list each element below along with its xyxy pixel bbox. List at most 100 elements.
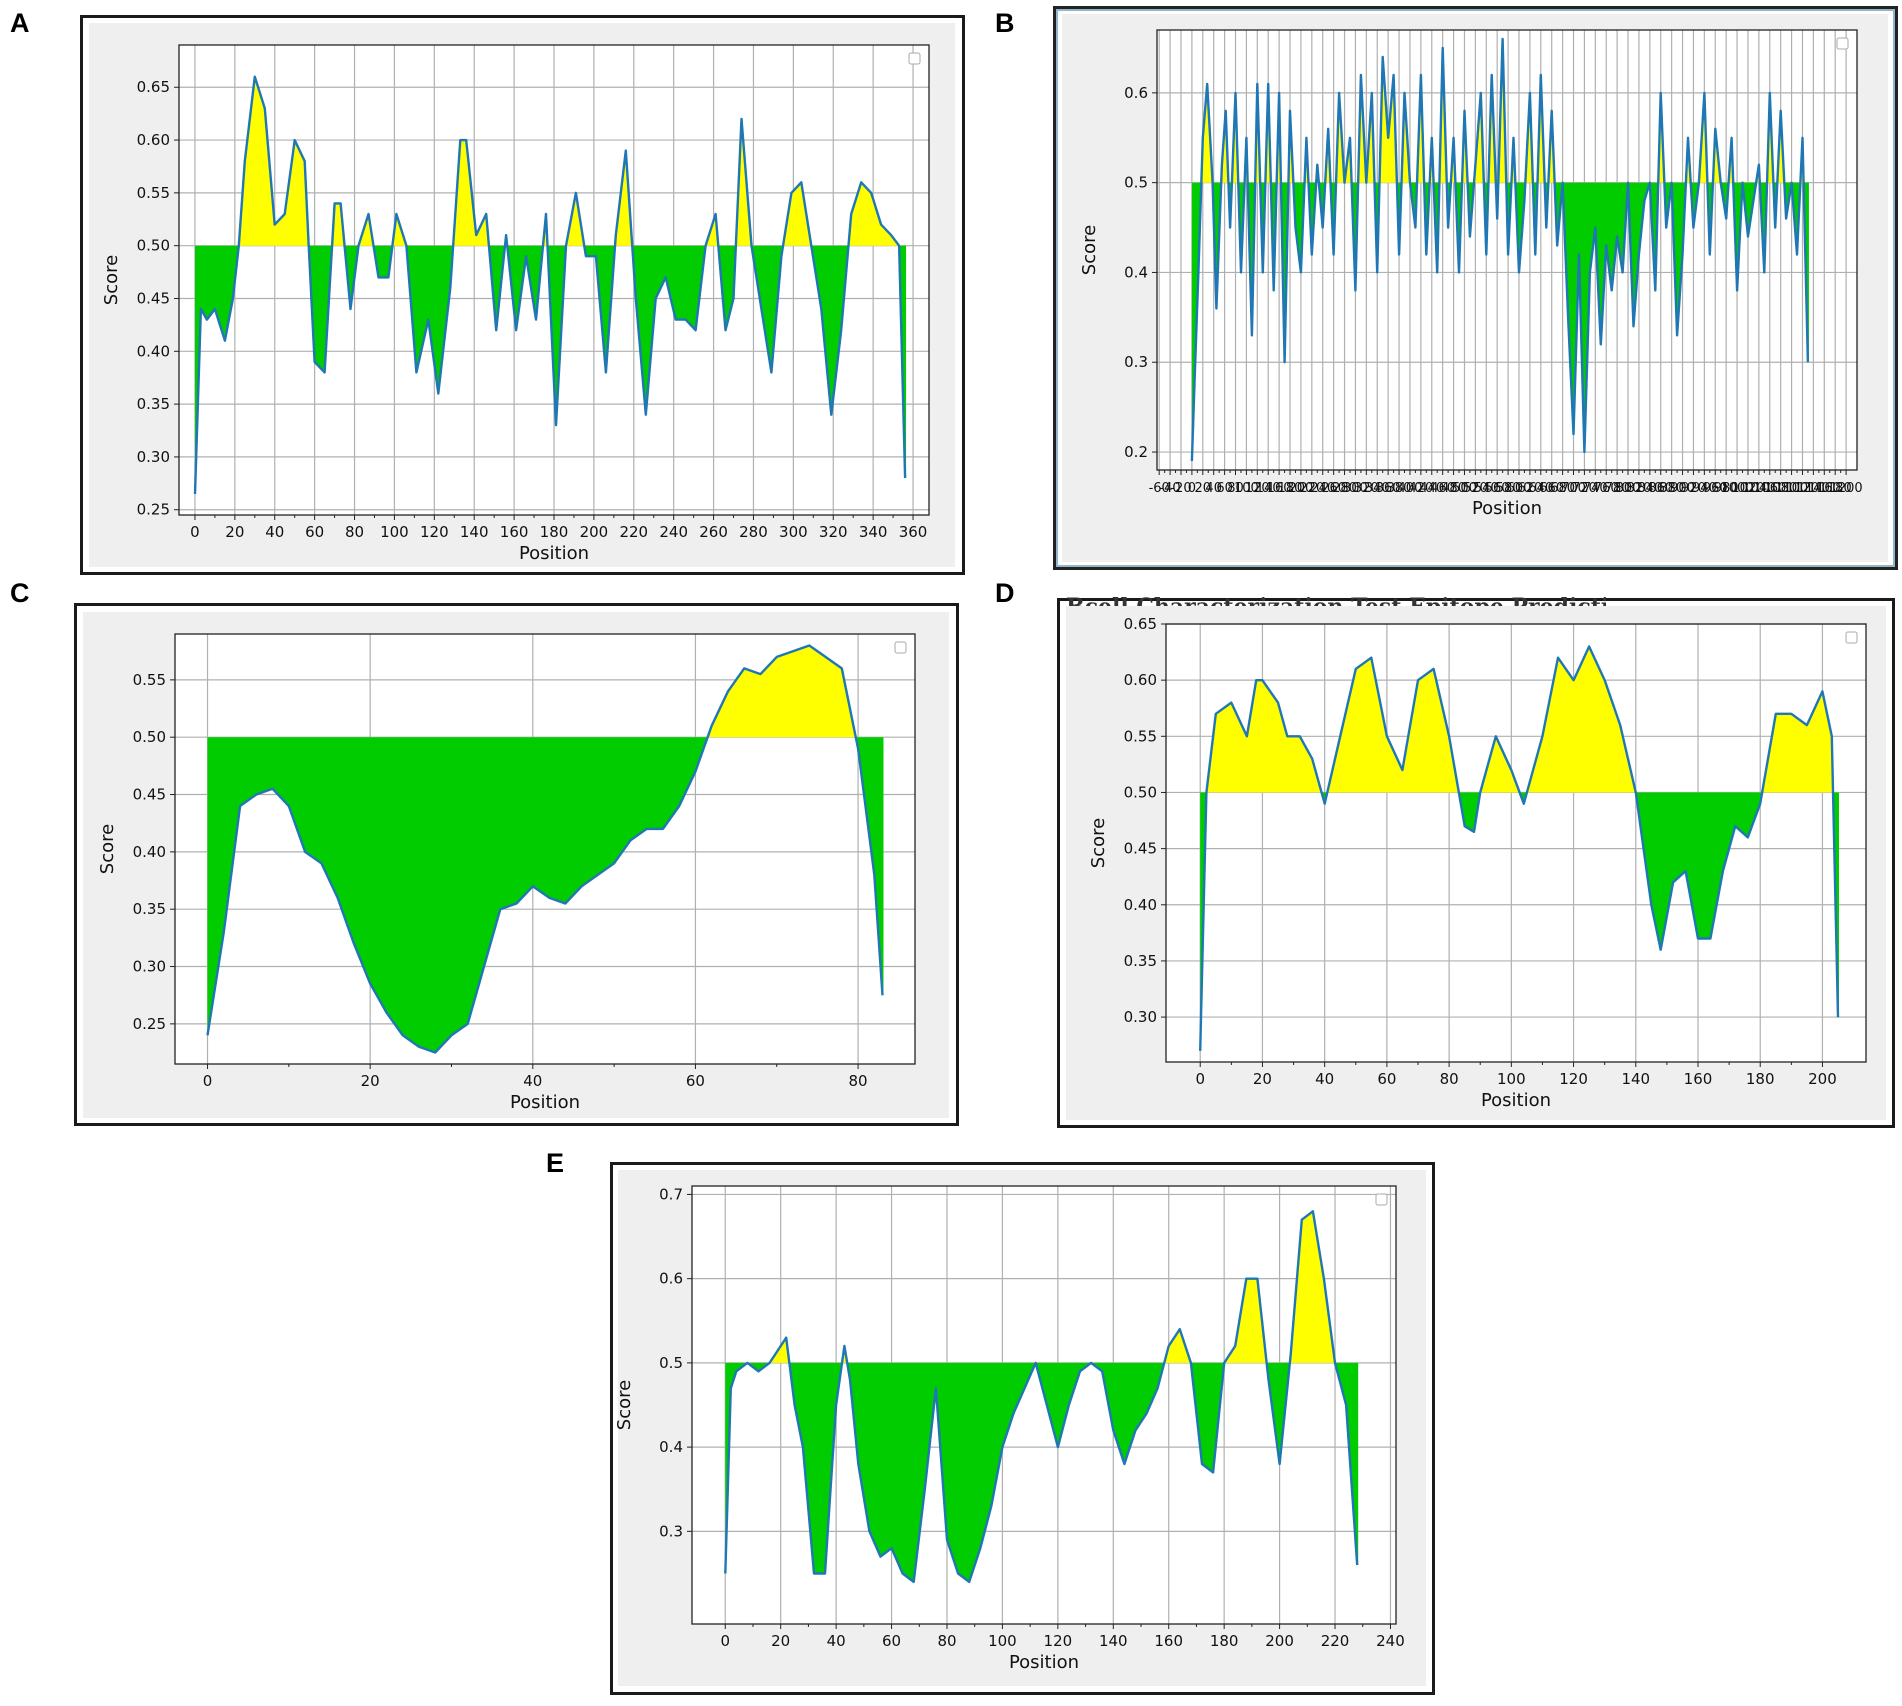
above-threshold-fill-c [207,645,883,738]
panel-d-cut-title: Bcell Characterization Test Epitope Pred… [1066,588,1606,606]
x-tick-label-b: 920 [1681,481,1706,496]
x-axis-label-c: Position [510,1092,580,1113]
y-tick-label-c: 0.55 [133,671,166,689]
y-tick-label-c: 0.35 [133,900,166,918]
x-tick-label-a: 80 [345,523,364,541]
axes-box-b [1156,29,1858,471]
y-tick-label-e: 0.3 [659,1522,683,1540]
legend-box-e [1375,1193,1388,1206]
x-tick-label-e: 120 [1044,1632,1073,1650]
x-axis-label-a: Position [519,543,589,564]
above-threshold-fill-e [725,1211,1358,1363]
x-tick-label-b: 180 [1278,481,1303,496]
x-tick-label-a: 100 [380,523,409,541]
x-tick-label-d: 60 [1377,1070,1396,1088]
y-tick-label-c: 0.30 [133,958,166,976]
x-tick-label-d: 80 [1440,1070,1459,1088]
y-tick-label-a: 0.45 [137,289,170,307]
x-tick-label-d: 40 [1315,1070,1334,1088]
y-tick-label-e: 0.5 [659,1354,683,1372]
y-axis-label-c: Score [97,824,118,874]
x-tick-label-b: 820 [1627,481,1652,496]
x-tick-label-b: 840 [1637,481,1662,496]
x-tick-label-a: 40 [265,523,284,541]
y-tick-label-d: 0.40 [1124,896,1157,914]
x-tick-label-b: 980 [1714,481,1739,496]
y-tick-label-e: 0.6 [659,1270,683,1288]
x-tick-label-b: 1040 [1742,481,1775,496]
y-tick-label-c: 0.40 [133,843,166,861]
x-tick-label-d: 180 [1746,1070,1775,1088]
y-tick-label-a: 0.50 [137,237,170,255]
x-tick-label-b: 240 [1310,481,1335,496]
axes-box-d [1165,623,1867,1063]
below-threshold-fill-c [207,737,883,1053]
x-tick-label-b: 260 [1321,481,1346,496]
x-tick-label-b: 420 [1408,481,1433,496]
x-tick-label-b: 860 [1648,481,1673,496]
axes-box-c [174,633,916,1065]
x-tick-label-b: 20 [1195,481,1212,496]
x-tick-label-b: 660 [1539,481,1564,496]
x-tick-label-d: 140 [1621,1070,1650,1088]
y-axis-label-d: Score [1088,818,1109,868]
x-tick-label-b: 1160 [1808,481,1841,496]
x-tick-label-a: 0 [190,523,200,541]
y-tick-label-d: 0.55 [1124,727,1157,745]
x-tick-label-b: 760 [1594,481,1619,496]
panel-letter-e: E [546,1148,565,1178]
chart-a: 0 20 40 60 80 100 120 140 160 180 200 220 240 260 280 3… [101,44,930,564]
x-tick-label-e: 160 [1154,1632,1183,1650]
below-threshold-fill-a [195,245,906,494]
x-tick-label-b: 200 [1289,481,1314,496]
x-tick-label-b: 580 [1496,481,1521,496]
y-tick-label-a: 0.35 [137,395,170,413]
below-threshold-fill-e [725,1362,1358,1582]
x-tick-label-b: 500 [1452,481,1477,496]
score-line-b [1190,37,1810,462]
x-tick-label-d: 120 [1559,1070,1588,1088]
x-tick-label-e: 0 [720,1632,730,1650]
legend-box-a [908,52,921,65]
score-line-e [724,1210,1359,1584]
x-tick-label-c: 40 [523,1072,542,1090]
x-tick-label-b: 900 [1670,481,1695,496]
x-tick-label-b: 880 [1659,481,1684,496]
x-tick-label-a: 240 [659,523,688,541]
y-tick-label-d: 0.50 [1124,783,1157,801]
x-tick-label-c: 20 [361,1072,380,1090]
x-tick-label-b: 620 [1517,481,1542,496]
x-tick-label-b: 1000 [1721,481,1754,496]
x-tick-label-b: 160 [1267,481,1292,496]
x-tick-label-b: 960 [1703,481,1728,496]
x-tick-label-a: 260 [699,523,728,541]
legend-box-c [894,641,907,654]
y-tick-label-b: 0.3 [1124,353,1148,371]
x-axis-label-b: Position [1472,498,1542,519]
x-tick-label-b: 1180 [1819,481,1852,496]
x-tick-label-b: 380 [1387,481,1412,496]
y-tick-label-a: 0.40 [137,342,170,360]
y-tick-label-d: 0.65 [1124,615,1157,633]
y-tick-label-a: 0.30 [137,448,170,466]
x-tick-label-e: 220 [1321,1632,1350,1650]
score-line-a [193,75,907,494]
x-tick-label-b: 0 [1188,481,1196,496]
x-tick-label-b: 360 [1376,481,1401,496]
y-tick-label-e: 0.4 [659,1438,683,1456]
x-tick-label-b: 120 [1245,481,1270,496]
x-tick-label-b: -60 [1149,481,1170,496]
x-tick-label-b: 340 [1365,481,1390,496]
y-tick-label-c: 0.45 [133,786,166,804]
plot-area-d [1166,624,1866,1062]
x-tick-label-b: 440 [1419,481,1444,496]
x-tick-label-b: 780 [1605,481,1630,496]
x-tick-label-e: 180 [1210,1632,1239,1650]
x-tick-label-a: 60 [305,523,324,541]
x-tick-label-b: 1140 [1797,481,1830,496]
panel-letter-a: A [10,8,30,38]
x-tick-label-b: 400 [1398,481,1423,496]
x-tick-label-d: 160 [1684,1070,1713,1088]
x-tick-label-a: 340 [859,523,888,541]
x-tick-label-a: 20 [225,523,244,541]
